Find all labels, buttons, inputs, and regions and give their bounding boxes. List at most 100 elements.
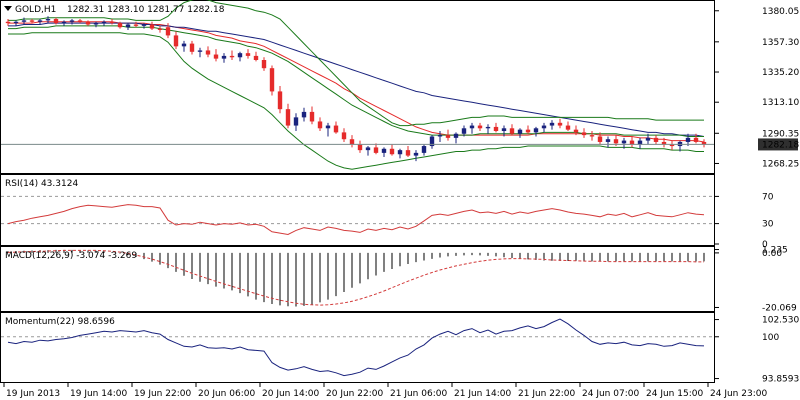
bull-candle (501, 128, 507, 132)
bull-candle (421, 146, 427, 153)
bull-candle (221, 55, 227, 59)
time-tick-label: 20 Jun 14:00 (262, 389, 319, 399)
price-tick-label: 1313.10 (762, 98, 799, 108)
macd-tick-label: 1.235 (762, 246, 788, 256)
momentum-line (7, 318, 705, 377)
bull-candle (533, 128, 539, 133)
bear-candle (573, 129, 579, 133)
momentum-label: Momentum(22) 98.6596 (5, 317, 115, 327)
ma_slow-line (8, 22, 705, 137)
panel-frames (0, 0, 715, 383)
bear-candle (285, 109, 291, 126)
time-tick-label: 21 Jun 06:00 (390, 389, 447, 399)
bull-candle (21, 20, 27, 22)
bear-candle (389, 148, 395, 155)
macd-tick-label: -20.069 (762, 303, 797, 313)
macd-plot (7, 249, 705, 307)
rsi-plot (1, 195, 714, 236)
bull-candle (237, 53, 243, 58)
macd-signal-line (7, 249, 704, 306)
bear-candle (589, 135, 595, 137)
bear-candle (77, 20, 83, 22)
rsi-tick-label: 30 (762, 220, 774, 230)
current-price-tag-bg (758, 138, 798, 151)
bull-candle (469, 125, 475, 129)
bear-candle (133, 24, 139, 26)
bull-candle (125, 24, 131, 28)
time-tick-label: 21 Jun 14:00 (454, 389, 511, 399)
time-tick-label: 19 Jun 14:00 (70, 389, 127, 399)
macd-label: MACD(12,26,9) -3.074 -3.269 (5, 251, 137, 261)
bear-candle (509, 128, 515, 134)
macd-panel-frame (0, 246, 715, 312)
bear-candle (157, 28, 163, 30)
time-axis: 19 Jun 2013 19 Jun 14:00 19 Jun 22:00 20 Ju… (3, 383, 767, 399)
time-tick-label: 24 Jun 07:00 (582, 389, 639, 399)
bear-candle (693, 137, 699, 142)
bollinger_middle-line (8, 25, 704, 137)
price-tick-label: 1380.05 (762, 7, 799, 17)
bull-candle (93, 23, 99, 25)
momentum-panel-frame (0, 312, 715, 383)
bear-candle (405, 150, 411, 156)
chart-header: GOLD,H1 1282.31 1283.10 1281.77 1282.18 (4, 5, 225, 15)
bear-candle (189, 43, 195, 52)
bear-candle (149, 24, 155, 29)
main-panel-frame (0, 0, 715, 174)
current-price-value: 1282.18 (762, 140, 799, 150)
bull-candle (461, 128, 467, 134)
bear-candle (109, 21, 115, 24)
bull-candle (13, 21, 19, 24)
bear-candle (165, 27, 171, 36)
bull-candle (517, 129, 523, 134)
rsi-tick-label: 70 (762, 192, 774, 202)
bull-candle (301, 111, 307, 118)
bull-candle (293, 117, 299, 126)
dropdown-triangle-icon[interactable] (4, 6, 12, 11)
time-tick-label: 20 Jun 06:00 (198, 389, 255, 399)
bull-candle (541, 125, 547, 129)
bull-candle (181, 43, 187, 47)
price-tick-label: 1357.30 (762, 38, 799, 48)
bear-candle (373, 147, 379, 153)
time-tick-label: 21 Jun 22:00 (518, 389, 575, 399)
bear-candle (613, 139, 619, 144)
bull-candle (45, 19, 51, 21)
macd-axis: 0.001.235 -20.069 (715, 246, 797, 313)
bear-candle (653, 137, 659, 142)
bear-candle (261, 60, 267, 69)
bull-candle (429, 136, 435, 147)
bear-candle (557, 122, 563, 126)
bull-candle (101, 21, 107, 24)
bear-candle (173, 35, 179, 47)
ohlc-label: 1282.31 1283.10 1281.77 1282.18 (67, 5, 225, 15)
bear-candle (29, 20, 35, 22)
rsi-panel-frame (0, 174, 715, 246)
bull-candle (413, 152, 419, 156)
bear-candle (309, 111, 315, 122)
price-axis: 1380.05 1357.30 1335.20 1313.10 1290.35 1268.… (715, 7, 799, 169)
bull-candle (605, 139, 611, 142)
price-tick-label: 1268.25 (762, 159, 799, 169)
time-tick-label: 24 Jun 23:00 (710, 389, 767, 399)
bear-candle (117, 23, 123, 28)
rsi-tick-label: 0 (762, 240, 768, 250)
bear-candle (581, 132, 587, 136)
bear-candle (229, 55, 235, 58)
bull-candle (69, 20, 75, 22)
bear-candle (669, 144, 675, 147)
bear-candle (525, 129, 531, 133)
bull-candle (685, 137, 691, 142)
time-tick-label: 24 Jun 15:00 (646, 389, 703, 399)
bear-candle (341, 132, 347, 140)
bear-candle (277, 91, 283, 110)
bollinger_upper-line (8, 0, 704, 127)
rsi-axis: 70 30 0 (715, 192, 774, 250)
bull-candle (645, 137, 651, 141)
symbol-label: GOLD,H1 (15, 5, 56, 15)
bull-candle (437, 135, 443, 137)
bear-candle (245, 53, 251, 56)
